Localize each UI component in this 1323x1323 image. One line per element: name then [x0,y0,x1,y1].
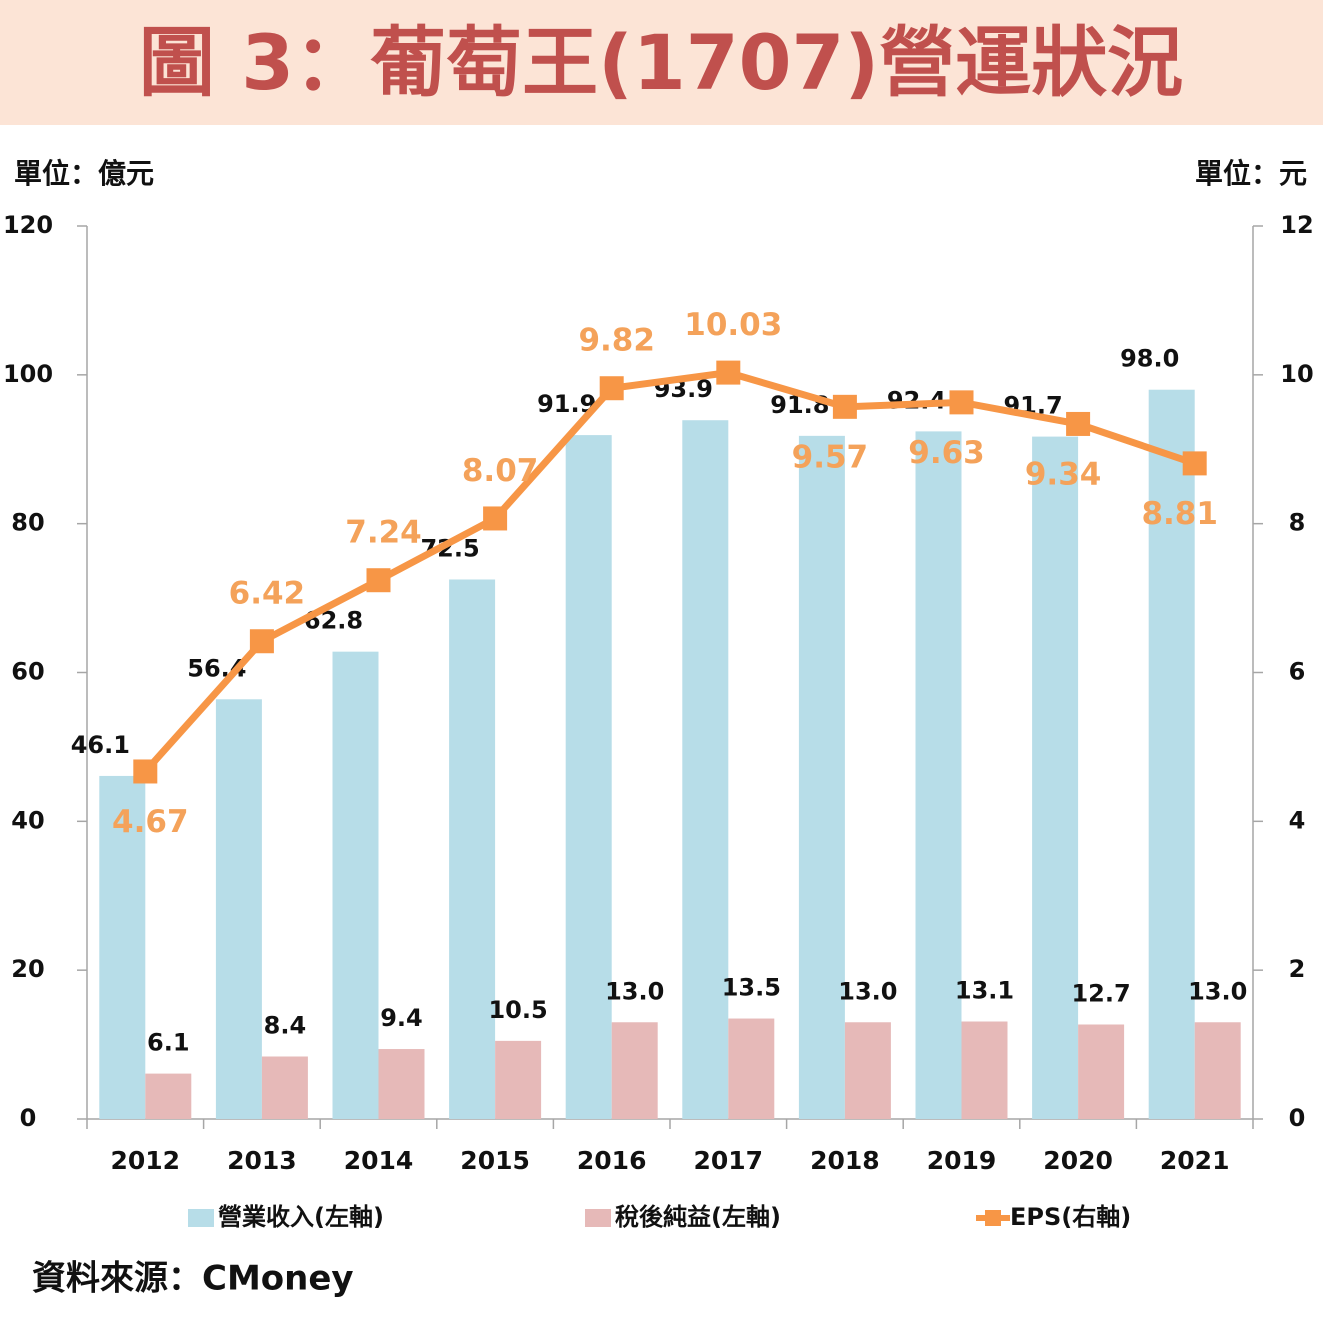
bar [1078,1024,1125,1119]
y-tick-label: 40 [11,806,44,834]
eps-value-label: 10.03 [684,307,782,343]
eps-value-label: 7.24 [345,515,422,551]
x-tick-label: 2015 [460,1146,530,1175]
eps-value-label: 6.42 [229,576,306,612]
bar [728,1018,775,1119]
eps-value-label: 4.67 [112,804,189,840]
y-unit: 單位：億元 [14,157,154,190]
bar-value-label: 13.0 [605,977,664,1005]
bar-value-label: 8.4 [264,1011,307,1039]
legend-swatch [188,1209,214,1227]
bar [1032,436,1079,1120]
y-tick-label: 100 [3,360,53,388]
y2-tick-label: 10 [1280,360,1313,388]
bar [1194,1022,1241,1119]
bar-value-label: 46.1 [71,731,130,759]
x-tick-label: 2018 [810,1146,880,1175]
y-tick-label: 120 [3,211,53,239]
bar-value-label: 13.5 [722,974,781,1002]
bar [215,699,262,1119]
bar [798,435,845,1120]
bar-value-label: 13.0 [838,977,897,1005]
eps-value-label: 8.81 [1141,496,1218,532]
y2-unit: 單位：元 [1195,157,1307,190]
eps-marker [1066,411,1091,436]
bar [915,431,962,1119]
eps-value-label: 9.63 [908,435,985,471]
bar [145,1073,192,1119]
eps-marker [716,360,741,385]
x-tick-label: 2016 [577,1146,647,1175]
y-tick-label: 20 [11,955,44,983]
bar-value-label: 12.7 [1071,979,1130,1007]
x-tick-label: 2021 [1160,1146,1230,1175]
legend-marker [985,1210,1001,1226]
eps-marker [249,629,274,654]
legend-swatch [585,1209,611,1227]
y2-tick-label: 6 [1289,658,1306,686]
eps-value-label: 8.07 [462,453,539,489]
bar [565,435,612,1119]
source: 資料來源：CMoney [32,1259,354,1299]
bar [844,1022,891,1119]
bar [99,775,146,1119]
y2-tick-label: 8 [1289,509,1306,537]
bar-value-label: 13.0 [1188,977,1247,1005]
eps-value-label: 9.34 [1025,456,1102,492]
title-banner [0,0,1323,125]
bar-value-label: 98.0 [1120,345,1179,373]
eps-value-label: 9.57 [792,439,869,475]
bar [961,1021,1008,1119]
bar [495,1040,542,1119]
eps-marker [1182,451,1207,476]
bar [378,1049,425,1119]
x-tick-label: 2012 [111,1146,181,1175]
legend-label: 營業收入(左軸) [218,1203,384,1231]
bar [611,1022,658,1119]
bar-value-label: 10.5 [488,996,547,1024]
x-tick-label: 2014 [344,1146,414,1175]
x-tick-label: 2013 [227,1146,297,1175]
eps-line [142,369,1196,774]
bar [449,579,496,1119]
eps-marker [366,568,391,593]
x-tick-label: 2020 [1043,1146,1113,1175]
x-tick-label: 2019 [927,1146,997,1175]
bar [332,651,379,1119]
bar-value-label: 13.1 [955,977,1014,1005]
eps-marker [949,390,974,415]
eps-marker [133,759,158,784]
legend-label: EPS(右軸) [1010,1203,1131,1231]
y-tick-label: 60 [11,658,44,686]
y2-tick-label: 12 [1280,211,1313,239]
bar [261,1056,308,1119]
y2-tick-label: 0 [1289,1104,1306,1132]
y2-tick-label: 2 [1289,955,1306,983]
bar-value-label: 9.4 [380,1004,423,1032]
y2-tick-label: 4 [1289,806,1306,834]
bar [1148,389,1195,1119]
bar [682,420,729,1119]
eps-marker [483,506,508,531]
eps-marker [599,376,624,401]
x-tick-label: 2017 [694,1146,764,1175]
y-tick-label: 80 [11,509,44,537]
eps-marker [832,394,857,419]
eps-value-label: 9.82 [578,323,655,359]
bar-value-label: 6.1 [147,1029,190,1057]
legend-label: 稅後純益(左軸) [615,1203,781,1231]
chart-title: 圖 3：葡萄王(1707)營運狀況 [139,18,1183,107]
y-tick-label: 0 [20,1104,37,1132]
